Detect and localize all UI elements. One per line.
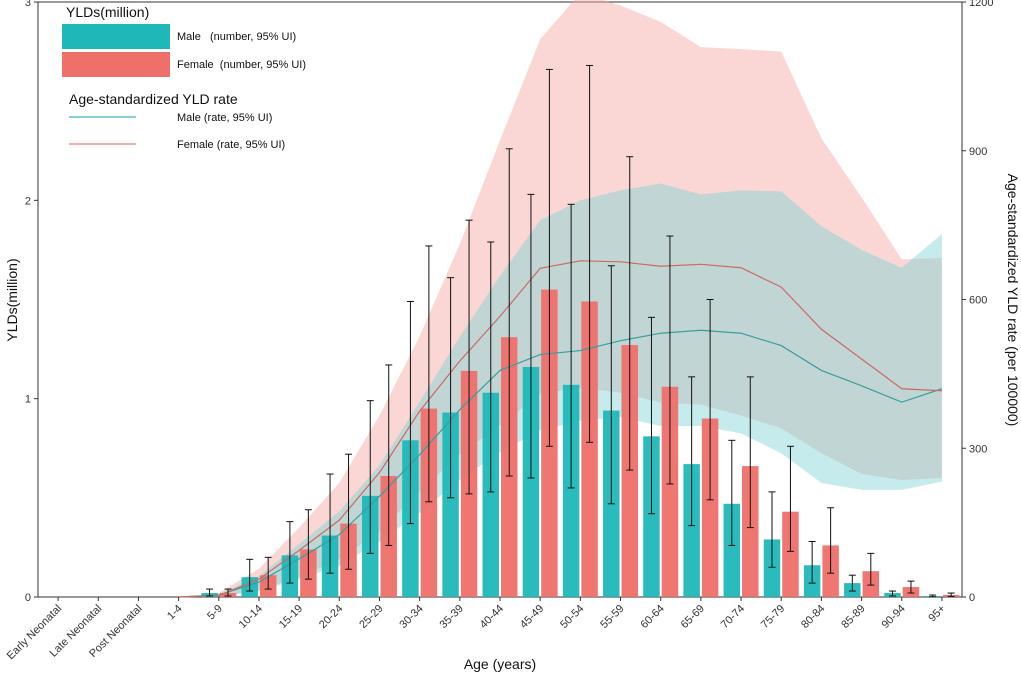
male-bar bbox=[442, 412, 459, 597]
x-axis-title: Age (years) bbox=[464, 656, 536, 672]
female-bar bbox=[621, 345, 638, 597]
female-rate-line bbox=[178, 260, 942, 598]
y2-tick-label: 300 bbox=[969, 443, 987, 455]
male-bar bbox=[562, 384, 580, 597]
x-tick-label: 1-4 bbox=[165, 603, 185, 623]
female-bar bbox=[742, 466, 759, 597]
x-tick-label: 25-29 bbox=[357, 603, 385, 631]
female-bar bbox=[701, 418, 719, 597]
rate-lines bbox=[178, 260, 943, 598]
x-tick-label: 80-84 bbox=[799, 603, 827, 631]
legend-female-label: Female (number, 95% UI) bbox=[177, 59, 306, 71]
legend-male-swatch bbox=[62, 24, 170, 49]
x-tick-label: 35-39 bbox=[438, 603, 466, 631]
y-axis-title: YLDs(million) bbox=[4, 258, 20, 341]
male-bar bbox=[763, 539, 781, 597]
male-bar bbox=[482, 392, 499, 597]
male-bar bbox=[723, 503, 741, 597]
x-tick-label: 50-54 bbox=[558, 603, 586, 631]
x-tick-label: 10-14 bbox=[237, 603, 265, 631]
female-bar bbox=[581, 301, 598, 597]
uncertainty-bands bbox=[218, 0, 942, 597]
y-tick-label: 3 bbox=[25, 0, 31, 9]
female-rate-band bbox=[218, 0, 942, 597]
x-tick-label: 5-9 bbox=[205, 603, 225, 623]
x-tick-label: 90-94 bbox=[879, 603, 907, 631]
y-tick-label: 0 bbox=[25, 592, 31, 604]
y2-tick-label: 0 bbox=[969, 592, 975, 604]
x-tick-label: 65-69 bbox=[679, 603, 707, 631]
y-tick-label: 2 bbox=[25, 195, 31, 207]
legend: YLDs(million) Male (number, 95% UI) Fema… bbox=[62, 4, 306, 151]
male-bar bbox=[643, 436, 660, 597]
x-tick-label: 70-74 bbox=[719, 603, 747, 631]
legend-female-rate-label: Female (rate, 95% UI) bbox=[177, 139, 285, 151]
x-tick-label: 60-64 bbox=[638, 603, 666, 631]
x-tick-label: 75-79 bbox=[759, 603, 787, 631]
x-tick-label: 40-44 bbox=[478, 603, 506, 631]
female-bar bbox=[782, 511, 799, 597]
legend-bars-title: YLDs(million) bbox=[66, 4, 149, 20]
legend-female-swatch bbox=[62, 52, 170, 77]
x-tick-label: 20-24 bbox=[317, 603, 345, 631]
female-bar bbox=[661, 386, 679, 597]
error-bars bbox=[206, 64, 955, 598]
female-bar bbox=[420, 408, 438, 597]
x-tick-label: 30-34 bbox=[397, 603, 425, 631]
legend-lines-title: Age-standardized YLD rate bbox=[69, 91, 238, 107]
x-tick-label: 95+ bbox=[926, 603, 948, 625]
x-tick-label: 15-19 bbox=[277, 603, 305, 631]
x-tick-label: 55-59 bbox=[598, 603, 626, 631]
male-rate-band bbox=[218, 183, 942, 597]
male-bar bbox=[522, 366, 540, 597]
legend-male-label: Male (number, 95% UI) bbox=[177, 31, 296, 43]
y2-axis-title: Age-standardized YLD rate (per 100000) bbox=[1005, 174, 1021, 427]
y2-tick-label: 600 bbox=[969, 295, 987, 307]
male-rate-line bbox=[178, 329, 943, 598]
male-bar bbox=[683, 464, 700, 597]
y2-tick-label: 900 bbox=[969, 146, 987, 158]
y2-tick-label: 1200 bbox=[969, 0, 993, 9]
x-tick-label: 45-49 bbox=[518, 603, 546, 631]
x-tick-label: 85-89 bbox=[839, 603, 867, 631]
legend-male-rate-label: Male (rate, 95% UI) bbox=[177, 112, 272, 124]
y-tick-label: 1 bbox=[25, 394, 31, 406]
